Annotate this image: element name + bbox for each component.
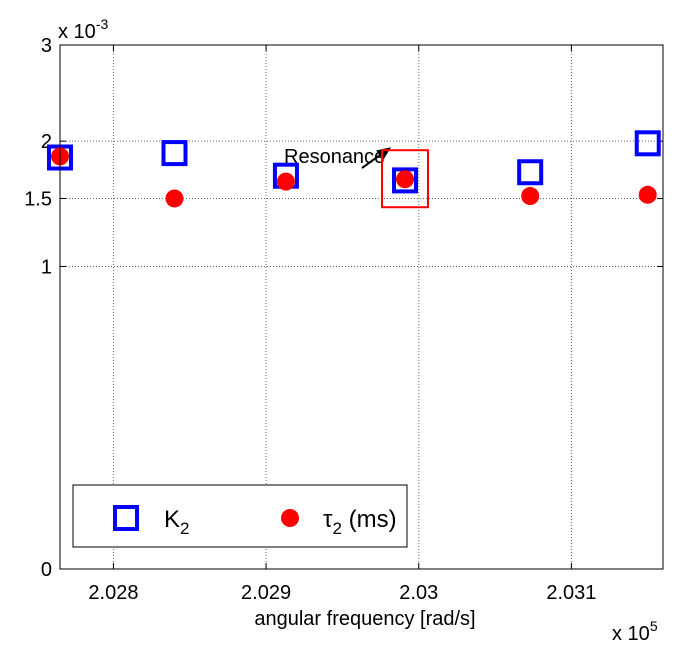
resonance-label: Resonance — [284, 146, 385, 168]
tick-layer: 2.028 2.029 2.03 2.031 0 1 1.5 2 3 — [24, 35, 663, 604]
legend-label-k2-subscript: 2 — [180, 519, 189, 538]
tau2-marker — [165, 189, 184, 208]
grid-layer — [60, 45, 663, 569]
legend-box — [72, 484, 408, 548]
x-multiplier-exponent: 5 — [650, 618, 658, 634]
y-multiplier-label: x 10-3 — [58, 16, 108, 43]
mark-layer — [47, 130, 661, 208]
legend: K2 τ2 (ms) — [72, 484, 408, 548]
legend-label-tau2-suffix: (ms) — [342, 506, 397, 533]
k2-marker — [634, 130, 661, 157]
y-tick-label: 1.5 — [24, 188, 52, 210]
k2-marker — [392, 167, 419, 194]
legend-label-tau2: τ2 (ms) — [323, 506, 397, 538]
x-tick-label: 2.031 — [546, 582, 596, 604]
plot-area-frame — [59, 44, 664, 570]
k2-marker — [161, 140, 188, 167]
legend-marker-tau2 — [281, 509, 299, 527]
x-multiplier-label: x 105 — [612, 618, 658, 645]
x-tick-label: 2.029 — [241, 582, 291, 604]
tau2-marker — [638, 185, 657, 204]
resonance-highlight-box — [381, 149, 430, 209]
legend-marker-k2 — [113, 505, 139, 531]
tau2-marker — [276, 172, 295, 191]
y-tick-label: 0 — [41, 559, 52, 581]
k2-marker — [517, 159, 544, 186]
tau2-marker — [521, 187, 540, 206]
y-tick-label: 2 — [41, 131, 52, 153]
legend-label-tau2-subscript: 2 — [332, 519, 341, 538]
x-axis-label: angular frequency [rad/s] — [254, 608, 475, 630]
resonance-annotation: Resonance — [284, 146, 430, 209]
x-tick-label: 2.03 — [399, 582, 438, 604]
y-tick-label: 3 — [41, 35, 52, 57]
tau2-marker — [396, 170, 415, 189]
legend-label-k2: K2 — [164, 506, 189, 538]
y-multiplier-exponent: -3 — [96, 16, 109, 32]
x-tick-label: 2.028 — [88, 582, 138, 604]
resonance-arrow — [361, 154, 381, 169]
y-tick-label: 1 — [41, 256, 52, 278]
